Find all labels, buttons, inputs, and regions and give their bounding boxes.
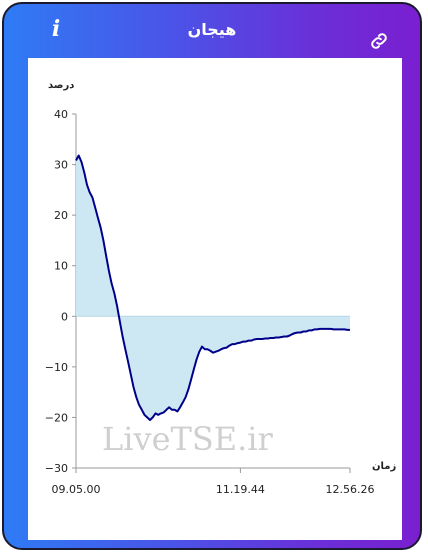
chart-area-fill (76, 155, 350, 420)
page-title: هیجان (187, 20, 237, 39)
y-tick-label: 0 (61, 310, 68, 323)
y-tick-label: 40 (54, 108, 68, 121)
y-tick-label: −20 (45, 411, 68, 424)
x-tick-label: 11.19.44 (216, 483, 265, 496)
y-tick-label: 10 (54, 260, 68, 273)
y-tick-labels: 40 30 20 10 0 −10 −20 −30 (45, 108, 68, 475)
info-icon[interactable]: i (51, 16, 61, 42)
header-bar: i هیجان (4, 4, 420, 56)
y-tick-label: 20 (54, 209, 68, 222)
y-tick-label: −10 (45, 361, 68, 374)
x-axis-title: زمان (372, 461, 397, 472)
watermark: LiveTSE.ir (102, 420, 273, 458)
y-tick-label: 30 (54, 159, 68, 172)
link-icon[interactable] (368, 30, 390, 52)
y-tick-label: −30 (45, 462, 68, 475)
x-tick-labels: 09.05.00 11.19.44 12.56.26 (52, 483, 375, 496)
chart-series-line (75, 154, 350, 421)
x-tick-label: 12.56.26 (326, 483, 375, 496)
x-tick-label: 09.05.00 (52, 483, 101, 496)
y-axis-title: درصد (48, 80, 75, 91)
